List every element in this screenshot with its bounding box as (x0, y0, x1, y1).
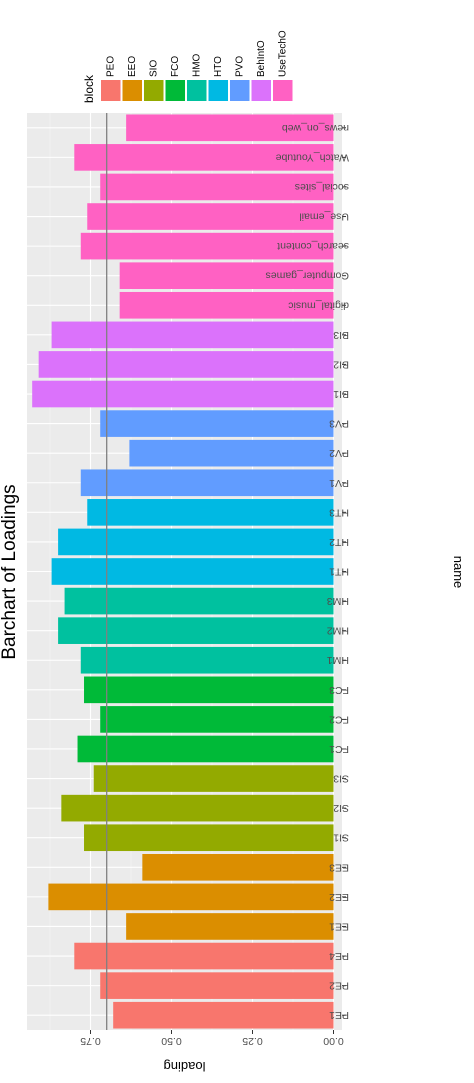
bar-computer-games (119, 262, 334, 290)
category-tick-label: news_on_web (282, 122, 349, 134)
bar-series (32, 114, 334, 1029)
category-tick-label: PE2 (329, 980, 349, 992)
category-tick-label: HT2 (329, 536, 349, 548)
bar-digital-music (119, 291, 334, 319)
category-tick-label: Watch_Youtube (275, 151, 349, 163)
legend-label: UseTechO (277, 30, 288, 77)
bar-ht1 (51, 558, 334, 585)
category-tick-label: EE1 (329, 920, 349, 932)
category-tick-label: PV3 (329, 418, 349, 430)
legend-key-sio (144, 80, 164, 101)
legend-key-hmo (187, 80, 207, 101)
legend-key-eeo (122, 80, 142, 101)
category-tick-label: HM3 (327, 595, 349, 607)
category-tick-label: HM2 (327, 625, 349, 637)
bar-news-on-web (126, 114, 334, 142)
bar-watch-youtube (74, 144, 334, 171)
legend-label: FCO (170, 56, 181, 77)
legend-key-fco (165, 80, 185, 101)
legend-key-pvo (230, 80, 250, 101)
bar-social-sites (100, 173, 334, 201)
category-tick-label: SI2 (333, 802, 349, 814)
bar-ee1 (126, 913, 334, 940)
category-tick-label: EE2 (329, 891, 349, 903)
legend-key-peo (101, 80, 121, 101)
value-tick-label: 0.50 (161, 1035, 182, 1047)
value-tick-label: 0.25 (242, 1035, 263, 1047)
category-tick-label: PE4 (329, 950, 349, 962)
bar-fc3 (84, 676, 334, 704)
category-tick-label: EE3 (329, 861, 349, 873)
bar-bi3 (51, 321, 334, 349)
category-axis: PE1 PE2 PE4 EE1 EE2 EE3 SI1 SI2 SI3 FC1 FC2 FC3 HM1 H… (266, 122, 349, 1021)
legend-label: PVO (234, 56, 245, 77)
legend-label: EEO (127, 56, 138, 77)
bar-pv3 (100, 410, 334, 437)
category-tick-label: PE1 (329, 1009, 349, 1021)
x-axis-title: loading (164, 1059, 206, 1074)
legend-title: block (82, 74, 96, 103)
category-tick-label: FC2 (329, 713, 349, 725)
legend-label: HTO (213, 56, 224, 77)
category-tick-label: digital_music (288, 299, 349, 311)
bar-si2 (61, 794, 334, 822)
legend-key-behinto (251, 80, 271, 101)
category-tick-label: Use_email (299, 211, 349, 223)
value-axis: 0.00 0.25 0.50 0.75 (80, 1030, 344, 1047)
bar-hm3 (64, 587, 334, 615)
category-tick-label: PV2 (329, 447, 349, 459)
legend-label: PEO (105, 56, 116, 77)
bar-fc1 (77, 735, 334, 763)
bar-bi1 (32, 380, 334, 408)
category-tick-label: SI3 (333, 773, 349, 785)
category-tick-label: SI1 (333, 832, 349, 844)
legend-label: HMO (191, 53, 202, 77)
bar-ht3 (87, 499, 334, 526)
bar-bi2 (38, 351, 334, 378)
bar-pe1 (113, 1001, 334, 1029)
legend-label: BehIntO (256, 40, 267, 77)
bar-ht2 (58, 528, 334, 556)
category-tick-label: HT3 (329, 506, 349, 518)
chart-title: Barchart of Loadings (0, 484, 20, 659)
category-tick-label: BI2 (333, 358, 349, 370)
category-tick-label: HM1 (327, 654, 349, 666)
bar-pv2 (129, 439, 334, 467)
category-tick-label: FC1 (329, 743, 349, 755)
bar-si1 (84, 824, 334, 852)
legend-key-hto (208, 80, 228, 101)
category-tick-label: PV1 (329, 477, 349, 489)
value-tick-label: 0.75 (80, 1035, 101, 1047)
bar-pe4 (74, 942, 334, 970)
bar-fc2 (100, 706, 334, 733)
value-tick-label: 0.00 (323, 1035, 344, 1047)
bar-pv1 (80, 469, 334, 497)
category-tick-label: FC3 (329, 684, 349, 696)
bar-search-content (80, 232, 334, 260)
bar-hm2 (58, 617, 334, 644)
category-tick-label: HT1 (329, 566, 349, 578)
legend-label: SIO (148, 60, 159, 77)
bar-pe2 (100, 972, 334, 999)
bar-use-email (87, 203, 334, 230)
category-tick-label: BI3 (333, 329, 349, 341)
category-tick-label: search_content (277, 240, 349, 252)
y-axis-title: name (451, 556, 466, 589)
legend: block PEO EEO SIO FCO HMO HTO PVO BehIntO UseTec… (82, 30, 293, 103)
category-tick-label: Computer_games (266, 270, 349, 282)
bar-ee2 (48, 883, 334, 911)
legend-key-usetecho (273, 80, 293, 101)
bar-si3 (93, 765, 334, 792)
bar-ee3 (142, 853, 334, 881)
category-tick-label: social_sites (295, 181, 349, 193)
bar-hm1 (80, 646, 334, 674)
category-tick-label: BI1 (333, 388, 349, 400)
